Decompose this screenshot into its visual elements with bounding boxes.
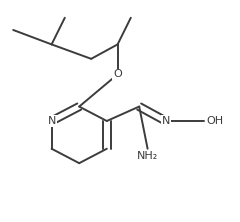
Text: N: N	[48, 116, 56, 126]
Text: NH₂: NH₂	[137, 151, 158, 161]
Text: N: N	[162, 116, 170, 126]
Text: O: O	[113, 69, 122, 79]
Text: OH: OH	[206, 116, 223, 126]
